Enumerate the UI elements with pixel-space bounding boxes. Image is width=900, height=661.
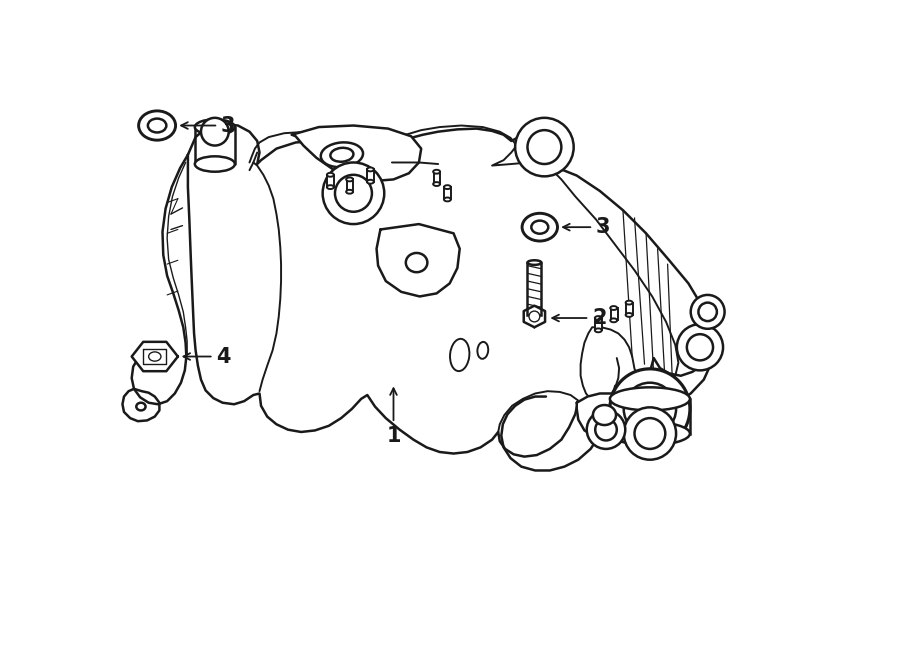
Bar [595, 318, 602, 330]
Polygon shape [122, 389, 159, 421]
Ellipse shape [444, 185, 451, 189]
Bar [626, 303, 633, 315]
Circle shape [634, 418, 665, 449]
Ellipse shape [595, 329, 602, 332]
Ellipse shape [194, 156, 235, 172]
Ellipse shape [593, 405, 616, 425]
Ellipse shape [136, 403, 146, 410]
Ellipse shape [148, 352, 161, 361]
Circle shape [323, 163, 384, 224]
Bar [610, 399, 690, 434]
Circle shape [335, 175, 372, 212]
Circle shape [687, 334, 713, 360]
Ellipse shape [320, 142, 363, 167]
Circle shape [587, 410, 626, 449]
Ellipse shape [477, 342, 488, 359]
Ellipse shape [139, 111, 176, 140]
Ellipse shape [450, 339, 470, 371]
Text: 1: 1 [386, 388, 400, 446]
Ellipse shape [610, 319, 617, 323]
Ellipse shape [148, 118, 166, 132]
Ellipse shape [330, 148, 354, 162]
Polygon shape [376, 224, 460, 297]
Text: 3: 3 [181, 116, 236, 136]
Ellipse shape [444, 198, 451, 202]
Ellipse shape [346, 178, 353, 181]
Circle shape [698, 303, 717, 321]
Ellipse shape [367, 180, 374, 184]
Polygon shape [292, 126, 421, 181]
Ellipse shape [367, 167, 374, 171]
Circle shape [527, 130, 562, 164]
Ellipse shape [610, 422, 690, 445]
Polygon shape [131, 155, 188, 405]
Bar [445, 187, 451, 200]
Ellipse shape [626, 313, 633, 317]
Ellipse shape [527, 260, 541, 265]
Bar [328, 175, 334, 187]
Circle shape [201, 118, 229, 145]
Circle shape [595, 419, 616, 440]
Text: 2: 2 [553, 308, 607, 328]
Circle shape [624, 407, 676, 459]
Circle shape [529, 311, 540, 322]
Bar [346, 179, 354, 192]
Ellipse shape [327, 185, 334, 189]
Ellipse shape [433, 170, 440, 174]
Polygon shape [501, 303, 714, 471]
Circle shape [610, 369, 690, 449]
Polygon shape [577, 393, 631, 438]
Ellipse shape [406, 253, 428, 272]
Polygon shape [131, 342, 178, 371]
Text: 3: 3 [563, 217, 610, 237]
Ellipse shape [595, 316, 602, 320]
Bar [527, 262, 541, 315]
Ellipse shape [610, 387, 690, 410]
Ellipse shape [531, 221, 548, 234]
Ellipse shape [433, 182, 440, 186]
Ellipse shape [194, 120, 235, 135]
Bar [434, 172, 440, 184]
Circle shape [690, 295, 725, 329]
Circle shape [624, 383, 676, 435]
Bar [367, 169, 374, 182]
Text: 4: 4 [184, 346, 231, 366]
Ellipse shape [626, 301, 633, 305]
Circle shape [515, 118, 573, 176]
Bar [610, 308, 617, 321]
Ellipse shape [610, 306, 617, 310]
Polygon shape [524, 305, 545, 327]
Polygon shape [188, 124, 712, 457]
Ellipse shape [327, 173, 334, 176]
Ellipse shape [346, 190, 353, 194]
Ellipse shape [522, 214, 557, 241]
Circle shape [677, 324, 723, 370]
